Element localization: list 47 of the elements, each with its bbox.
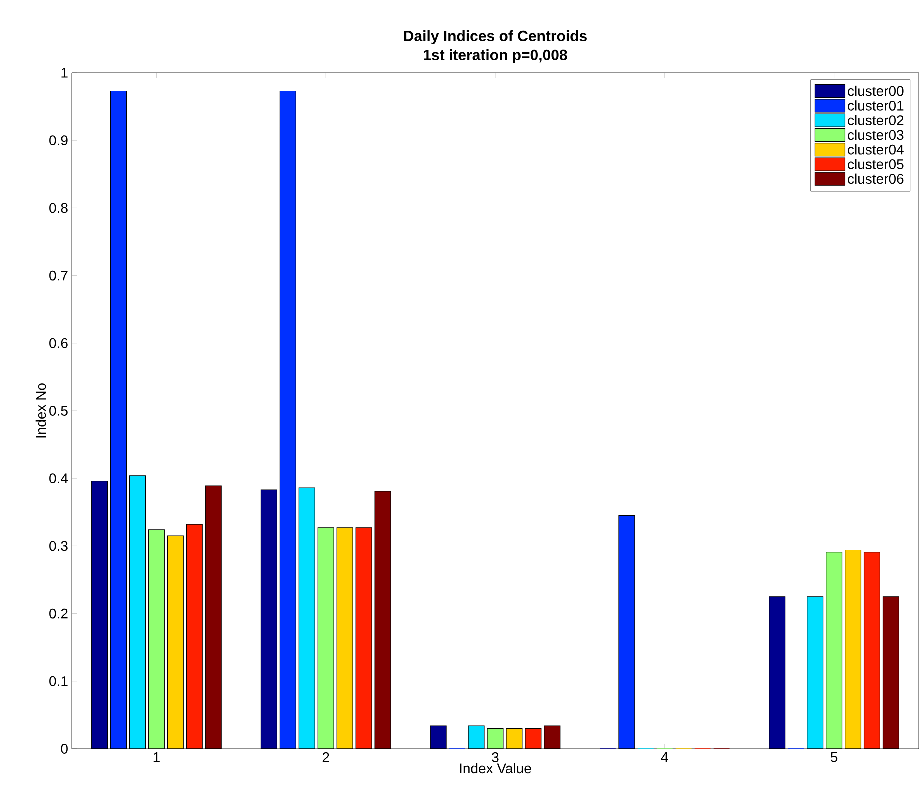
x-tick-label: 3 [492,752,499,762]
y-tick-label: 0.9 [50,136,68,146]
x-tick-label: 1 [154,752,160,762]
y-tick-label: 0.7 [50,270,68,281]
bar [826,552,843,749]
bar [845,550,862,749]
bar [882,596,900,749]
bar [167,536,184,749]
legend-label: cluster04 [848,144,904,155]
legend-label: cluster02 [848,115,904,126]
legend-label: cluster00 [848,86,904,96]
y-tick-label: 0.8 [50,203,68,214]
bar [148,530,165,749]
legend-label: cluster01 [848,100,904,111]
y-tick-label: 1 [62,68,68,78]
bar [186,524,203,749]
chart-subtitle: 1st iteration p=0,008 [424,49,568,64]
y-tick-label: 0.6 [50,338,68,348]
y-tick-label: 0.5 [50,406,68,416]
legend-label: cluster05 [848,159,904,170]
bar [487,728,504,749]
y-axis-title: Index No [36,384,46,438]
x-tick-label: 2 [322,752,330,762]
bar [129,476,146,749]
x-axis-title: Index Value [460,763,532,774]
bar [356,528,372,749]
y-tick-label: 0.4 [50,474,68,484]
bar [544,726,561,749]
x-tick-label: 4 [661,752,668,762]
legend-label: cluster03 [848,130,904,140]
bar [506,728,523,749]
bar [318,528,334,749]
bar [864,552,880,749]
bar [525,728,542,749]
bar [807,596,824,749]
y-tick-label: 0 [61,744,68,754]
bar [374,491,392,749]
x-tick-label: 5 [830,752,838,762]
y-tick-label: 0.1 [50,676,68,686]
bar [205,486,222,749]
y-tick-label: 0.3 [50,541,68,552]
legend-label: cluster06 [848,174,904,184]
chart-title: Daily Indices of Centroids [404,30,587,44]
y-tick-label: 0.2 [50,608,68,619]
bar [468,726,485,749]
bar [336,528,354,749]
bar [298,488,316,749]
